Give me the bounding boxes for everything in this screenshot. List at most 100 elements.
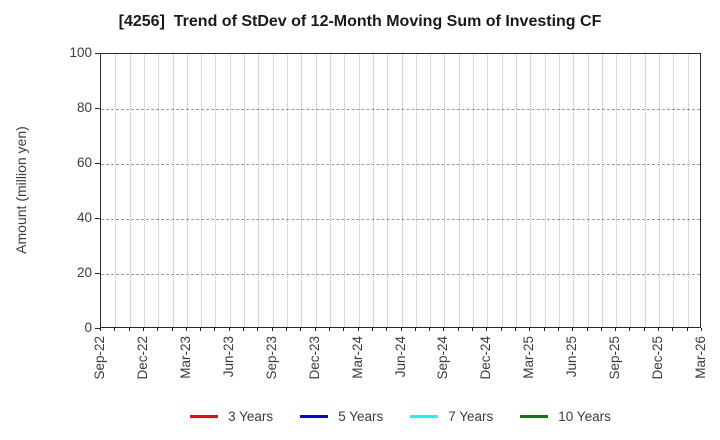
x-tick-mark (529, 328, 531, 331)
x-tick-label: Dec-23 (306, 336, 322, 380)
gridline-vertical (587, 54, 589, 327)
x-tick-mark (543, 328, 545, 331)
x-tick-mark (486, 328, 488, 331)
legend-item: 3 Years (190, 409, 273, 424)
x-tick-mark (701, 328, 702, 331)
x-tick-mark (257, 328, 259, 331)
gridline-vertical (515, 54, 517, 327)
x-tick-mark (658, 328, 660, 331)
gridline-vertical (158, 54, 160, 327)
legend-label: 10 Years (558, 408, 611, 424)
gridline-vertical (644, 54, 646, 327)
gridline-vertical (315, 54, 317, 327)
y-tick-mark (95, 328, 100, 329)
gridline-vertical (215, 54, 217, 327)
gridline-vertical (616, 54, 618, 327)
gridline-vertical (201, 54, 203, 327)
x-tick-mark (271, 328, 273, 331)
x-tick-mark (472, 328, 474, 331)
gridline-vertical (272, 54, 274, 327)
gridline-vertical (573, 54, 575, 327)
legend-item: 10 Years (520, 409, 611, 424)
x-tick-mark (343, 328, 345, 331)
x-tick-mark (100, 328, 101, 331)
x-tick-mark (228, 328, 230, 331)
gridline-vertical (659, 54, 661, 327)
gridline-vertical (501, 54, 503, 327)
gridline-vertical (458, 54, 460, 327)
legend-label: 5 Years (338, 408, 384, 424)
x-tick-label: Dec-22 (134, 336, 150, 380)
y-tick-label: 80 (76, 100, 92, 115)
x-tick-mark (457, 328, 459, 331)
x-tick-mark (643, 328, 645, 331)
x-tick-mark (586, 328, 588, 331)
x-tick-label: Sep-25 (607, 336, 623, 380)
x-tick-mark (300, 328, 302, 331)
x-tick-label: Jun-23 (220, 336, 236, 378)
x-tick-label: Jun-24 (392, 336, 408, 378)
y-tick-label: 60 (76, 155, 92, 170)
legend-item: 5 Years (300, 409, 383, 424)
gridline-vertical (372, 54, 374, 327)
gridline-vertical (344, 54, 346, 327)
x-tick-label: Mar-25 (521, 336, 537, 379)
x-tick-mark (386, 328, 388, 331)
gridline-horizontal (101, 274, 700, 275)
gridline-vertical (530, 54, 532, 327)
x-tick-mark (615, 328, 617, 331)
y-tick-mark (95, 163, 100, 164)
legend-line-swatch (190, 414, 219, 418)
gridline-vertical (258, 54, 260, 327)
gridline-vertical (244, 54, 246, 327)
x-tick-label: Mar-24 (349, 336, 365, 379)
y-tick-mark (95, 108, 100, 109)
gridline-vertical (172, 54, 174, 327)
gridline-vertical (687, 54, 689, 327)
gridline-vertical (143, 54, 145, 327)
gridline-vertical (186, 54, 188, 327)
x-tick-mark (128, 328, 130, 331)
x-tick-mark (600, 328, 602, 331)
x-tick-mark (400, 328, 402, 331)
x-tick-label: Dec-25 (650, 336, 666, 380)
x-tick-mark (443, 328, 445, 331)
x-tick-mark (572, 328, 574, 331)
x-tick-mark (286, 328, 288, 331)
x-tick-mark (328, 328, 330, 331)
y-tick-mark (95, 53, 100, 54)
x-tick-mark (243, 328, 245, 331)
gridline-vertical (473, 54, 475, 327)
x-tick-mark (500, 328, 502, 331)
x-tick-label: Jun-25 (564, 336, 580, 378)
gridline-vertical (229, 54, 231, 327)
gridline-vertical (387, 54, 389, 327)
y-tick-label: 100 (69, 45, 92, 60)
gridline-vertical (129, 54, 131, 327)
gridline-vertical (487, 54, 489, 327)
y-tick-mark (95, 218, 100, 219)
y-axis-label: Amount (million yen) (13, 126, 29, 254)
gridline-vertical (301, 54, 303, 327)
gridline-horizontal (101, 109, 700, 110)
gridline-vertical (430, 54, 432, 327)
x-tick-mark (514, 328, 516, 331)
x-tick-label: Sep-24 (435, 336, 451, 380)
gridline-vertical (401, 54, 403, 327)
gridline-horizontal (101, 164, 700, 165)
x-tick-mark (142, 328, 144, 331)
gridline-horizontal (101, 219, 700, 220)
x-tick-mark (672, 328, 674, 331)
x-tick-label: Dec-24 (478, 336, 494, 380)
gridline-vertical (558, 54, 560, 327)
gridline-vertical (444, 54, 446, 327)
gridline-vertical (630, 54, 632, 327)
gridline-vertical (673, 54, 675, 327)
plot-area (100, 53, 701, 328)
x-tick-mark (557, 328, 559, 331)
gridline-vertical (287, 54, 289, 327)
y-tick-label: 0 (84, 320, 92, 335)
legend-line-swatch (410, 414, 439, 418)
gridline-vertical (544, 54, 546, 327)
